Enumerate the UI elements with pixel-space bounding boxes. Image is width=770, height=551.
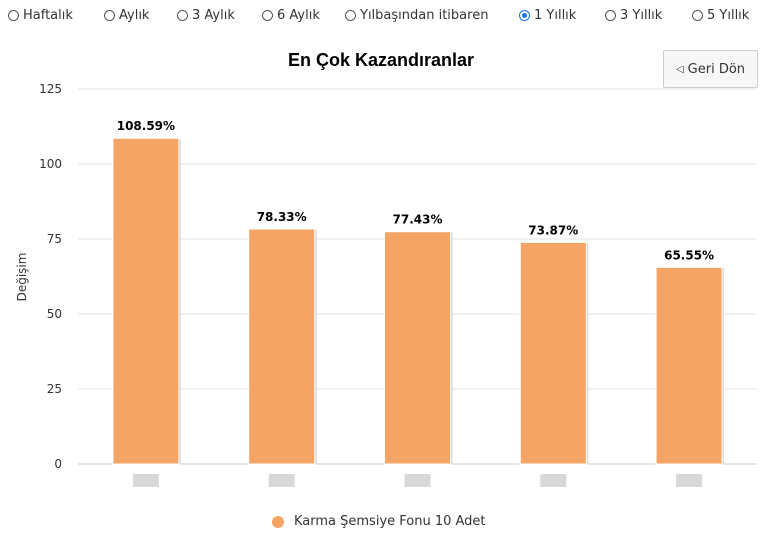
radio-button[interactable] (345, 10, 356, 21)
radio-button[interactable] (692, 10, 703, 21)
radio-button[interactable] (104, 10, 115, 21)
period-label: 1 Yıllık (534, 8, 577, 23)
period-label: Haftalık (23, 8, 73, 23)
period-label: Yılbaşından itibaren (360, 8, 489, 23)
bar[interactable] (112, 137, 180, 465)
radio-button[interactable] (262, 10, 273, 21)
period-label: 3 Aylık (192, 8, 235, 23)
radio-button[interactable] (8, 10, 19, 21)
back-button-label: Geri Dön (687, 61, 746, 77)
data-label: 78.33% (257, 210, 307, 224)
y-axis-title: Değişim (15, 253, 29, 302)
period-option[interactable]: 6 Aylık (262, 8, 320, 23)
period-option[interactable]: 1 Yıllık (519, 8, 576, 23)
period-label: 3 Yıllık (620, 8, 663, 23)
radio-button[interactable] (519, 10, 530, 21)
period-selector: Haftalık Aylık 3 Aylık 6 Aylık Yılbaşından i… (0, 6, 770, 30)
y-tick-label: 125 (39, 82, 62, 96)
period-label: 6 Aylık (277, 8, 320, 23)
period-label: 5 Yıllık (707, 8, 750, 23)
bar[interactable] (248, 228, 316, 465)
x-category-label-obscured (132, 474, 159, 487)
period-option[interactable]: 5 Yıllık (692, 8, 749, 23)
y-tick-label: 75 (47, 232, 62, 246)
y-tick-label: 100 (39, 157, 62, 171)
legend-item[interactable]: Karma Şemsiye Fonu 10 Adet (272, 514, 486, 529)
back-button[interactable]: ◁ Geri Dön (663, 50, 758, 88)
triangle-left-icon: ◁ (675, 63, 684, 75)
radio-button[interactable] (177, 10, 188, 21)
chart-title: En Çok Kazandıranlar (288, 50, 474, 70)
x-axis-categories (132, 474, 703, 487)
period-option[interactable]: 3 Aylık (177, 8, 235, 23)
legend-marker (272, 515, 284, 528)
period-option[interactable]: Yılbaşından itibaren (345, 8, 488, 23)
period-option[interactable]: Aylık (104, 8, 149, 23)
period-option[interactable]: Haftalık (8, 8, 73, 23)
data-label: 77.43% (393, 213, 443, 227)
y-tick-label: 0 (54, 457, 62, 471)
bar[interactable] (519, 241, 587, 465)
bars (112, 137, 725, 465)
data-label: 108.59% (117, 119, 175, 133)
y-tick-label: 25 (47, 382, 62, 396)
data-label: 73.87% (528, 223, 578, 237)
data-labels: 108.59% 78.33% 77.43% 73.87% 65.55% (117, 119, 714, 262)
x-category-label-obscured (676, 474, 703, 487)
bar[interactable] (384, 231, 451, 465)
y-axis-ticks: 0 25 50 75 100 125 (39, 82, 62, 471)
data-label: 65.55% (664, 248, 714, 262)
x-category-label-obscured (540, 474, 567, 487)
legend-label: Karma Şemsiye Fonu 10 Adet (294, 514, 486, 529)
bar[interactable] (655, 266, 723, 465)
x-category-label-obscured (404, 474, 431, 487)
period-label: Aylık (119, 8, 150, 23)
period-option[interactable]: 3 Yıllık (605, 8, 662, 23)
radio-button[interactable] (605, 10, 616, 21)
x-category-label-obscured (268, 474, 295, 487)
y-tick-label: 50 (47, 307, 62, 321)
